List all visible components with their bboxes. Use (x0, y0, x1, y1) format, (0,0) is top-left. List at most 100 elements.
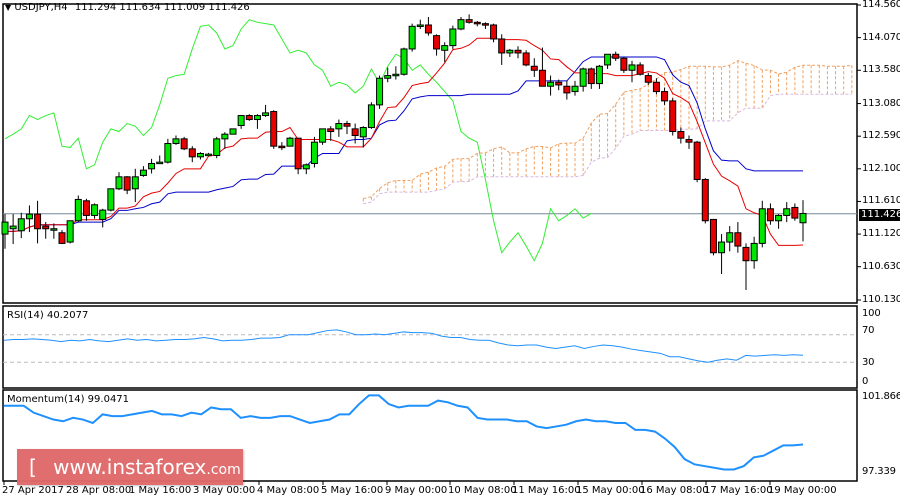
candle-body (229, 128, 237, 135)
candle-body (718, 241, 726, 254)
candle-body (25, 213, 33, 220)
momentum-panel-frame (2, 389, 858, 482)
candle-body (99, 209, 107, 220)
price-tick-label: 113.580 (862, 64, 900, 76)
candle-body (701, 178, 709, 222)
candle-body (538, 69, 546, 87)
candle-body (156, 161, 164, 165)
candle-body (17, 218, 25, 232)
price-tick-label: 114.560 (862, 0, 900, 10)
candle-body (758, 208, 766, 244)
candle-body (327, 128, 335, 133)
rsi-tick-30: 30 (862, 357, 875, 368)
candle-body (123, 176, 131, 191)
watermark-main: www.instaforex (53, 455, 207, 479)
senkou-span-a (363, 60, 852, 199)
rsi-tick-100: 100 (862, 308, 881, 319)
price-tick-label: 111.120 (862, 228, 900, 240)
candle-body (449, 28, 457, 47)
candle-body (416, 24, 424, 27)
candle-body (644, 75, 652, 83)
kijun-sen (5, 56, 803, 232)
candle-body (148, 162, 156, 170)
momentum-tick-high: 101.8665 (862, 391, 900, 402)
candle-body (367, 104, 375, 129)
candle-body (310, 141, 318, 164)
candle-body (270, 111, 278, 147)
candle-body (433, 35, 441, 50)
candle-body (107, 188, 115, 211)
ohlc-values: 111.294 111.634 111.009 111.426 (74, 2, 250, 13)
candle-body (791, 206, 799, 219)
candle-body (661, 91, 669, 102)
candle-body (799, 212, 807, 224)
candle-body (351, 128, 359, 137)
chart-title: ▼ USDJPY,H4 111.294 111.634 111.009 111.… (5, 2, 250, 13)
candle-body (91, 204, 99, 216)
candle-body (302, 164, 310, 170)
candle-body (9, 225, 17, 230)
time-label: 5 May 16:00 (321, 485, 384, 496)
candle-body (652, 81, 660, 93)
tenkan-sen (5, 37, 804, 246)
dropdown-triangle-icon[interactable]: ▼ (5, 3, 12, 12)
candle-body (595, 65, 603, 85)
price-tick-label: 112.100 (862, 162, 900, 174)
candle-body (587, 68, 595, 85)
candle-body (612, 53, 620, 59)
candle-body (514, 49, 522, 54)
candle-body (294, 137, 302, 170)
candle-body (481, 23, 489, 26)
watermark-suffix: .com (206, 462, 241, 478)
candle-body (457, 19, 465, 30)
time-label: 4 May 08:00 (257, 485, 320, 496)
candle-body (563, 85, 571, 94)
candle-body (473, 21, 481, 25)
candle-body (677, 131, 685, 139)
watermark-close-bracket: ] (250, 459, 257, 478)
candle-body (74, 198, 82, 222)
time-label: 1 May 16:00 (129, 485, 192, 496)
time-label: 10 May 08:00 (448, 485, 517, 496)
candle-body (579, 68, 587, 87)
candle-body (424, 24, 432, 34)
candle-body (205, 153, 213, 157)
candle-body (50, 228, 58, 231)
candle-body (408, 25, 416, 50)
price-tick-label: 110.130 (862, 294, 900, 305)
candle-body (376, 77, 384, 106)
price-tick-label: 114.070 (862, 31, 900, 43)
candle-body (636, 64, 644, 75)
candle-body (286, 137, 294, 147)
symbol-label: USDJPY,H4 (14, 2, 68, 13)
time-label: 11 May 16:00 (512, 485, 581, 496)
candle-body (693, 141, 701, 180)
candle-body (709, 218, 717, 254)
candle-body (66, 220, 74, 243)
candle-body (628, 64, 636, 71)
candle-body (139, 169, 147, 176)
candle-body (669, 100, 677, 133)
rsi-tick-0: 0 (862, 376, 869, 387)
candle-body (278, 145, 286, 149)
candle-body (42, 225, 50, 230)
price-tick-label: 110.630 (862, 260, 900, 272)
rsi-line (3, 329, 804, 363)
candle-body (604, 53, 612, 66)
candle-body (221, 133, 229, 140)
watermark-open-bracket: [ (29, 455, 37, 479)
instaforex-watermark[interactable]: [ www.instaforex.com ] (17, 449, 256, 485)
candle-body (441, 45, 449, 51)
candle-body (213, 138, 221, 156)
candle-body (58, 232, 66, 244)
candle-body (547, 81, 555, 87)
momentum-label: Momentum(14) 99.0471 (7, 394, 130, 405)
candle-body (620, 57, 628, 71)
current-price-tag: 111.426 (859, 209, 900, 221)
time-label: 28 Apr 08:00 (66, 485, 132, 496)
candle-body (335, 123, 343, 130)
candle-body (82, 200, 90, 216)
time-label: 19 May 00:00 (768, 485, 837, 496)
candle-body (180, 138, 188, 150)
